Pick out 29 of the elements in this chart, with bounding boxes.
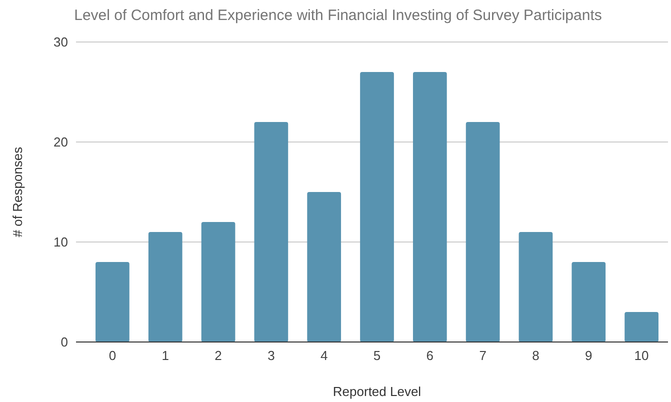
y-tick-label: 30: [54, 34, 68, 50]
bar: [572, 262, 606, 342]
bar: [148, 232, 182, 342]
bar: [518, 232, 553, 342]
y-axis-title: # of Responses: [10, 146, 25, 238]
bar: [412, 72, 447, 342]
x-tick-label: 5: [373, 348, 381, 363]
x-tick-label: 7: [479, 348, 486, 363]
x-tick-label: 10: [634, 348, 649, 363]
bar: [466, 122, 500, 342]
x-tick-label: 4: [320, 348, 328, 363]
x-tick-label: 6: [426, 348, 434, 363]
x-tick-label: 0: [108, 348, 116, 363]
y-tick-label: 10: [54, 234, 68, 250]
y-tick-label: 20: [54, 134, 68, 150]
bar: [307, 192, 342, 342]
x-tick-label: 2: [214, 348, 222, 363]
bar: [96, 262, 130, 342]
x-tick-label: 8: [532, 348, 540, 363]
bar: [360, 72, 394, 342]
y-tick-label: 0: [60, 334, 68, 350]
chart-title: Level of Comfort and Experience with Financial Investing of Survey Participants: [74, 7, 602, 24]
x-axis-title: Reported Level: [332, 384, 422, 399]
x-tick-label: 1: [162, 348, 169, 363]
x-tick-label: 3: [268, 348, 275, 363]
bar: [201, 222, 236, 342]
bar: [624, 312, 658, 342]
x-tick-label: 9: [585, 348, 592, 363]
bar: [254, 122, 288, 342]
